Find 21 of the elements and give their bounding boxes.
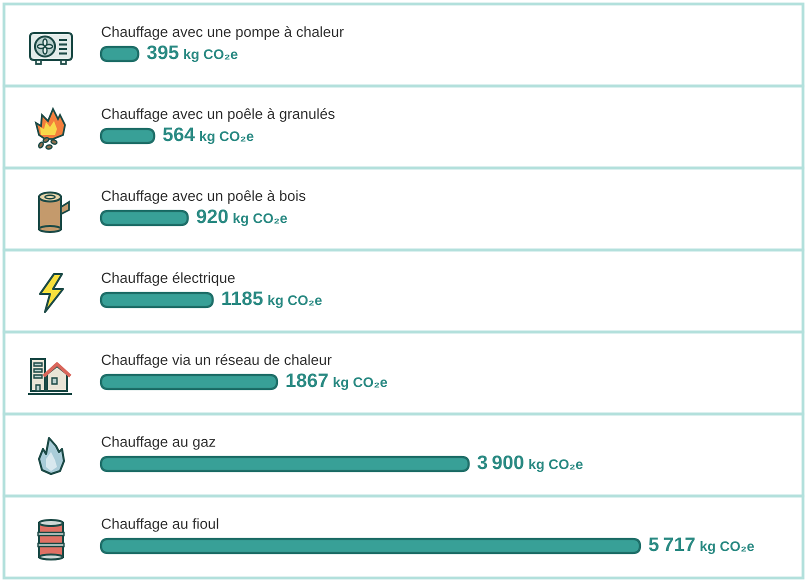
y-tick-label: Chauffage avec un poêle à bois bbox=[102, 190, 306, 204]
bar bbox=[100, 210, 189, 226]
bar bbox=[100, 128, 156, 144]
data-label: 5 717 kg CO₂e bbox=[648, 538, 754, 554]
data-label: 3 900 kg CO₂e bbox=[477, 455, 583, 472]
data-label: 1867 kg CO₂e bbox=[286, 373, 388, 390]
bar bbox=[100, 46, 140, 62]
y-tick-label: Chauffage au fioul bbox=[102, 518, 218, 532]
bar bbox=[100, 374, 278, 390]
data-label: 1185 kg CO₂e bbox=[222, 291, 322, 308]
data-label: 564 kg CO₂e bbox=[163, 127, 254, 144]
y-tick-label: Chauffage électrique bbox=[102, 272, 235, 286]
y-tick-label: Chauffage avec une pompe à chaleur bbox=[102, 26, 344, 40]
y-tick-label: Chauffage avec un poêle à granulés bbox=[102, 108, 335, 122]
bar bbox=[100, 292, 214, 308]
data-label: 920 kg CO₂e bbox=[196, 209, 287, 226]
bar bbox=[100, 538, 642, 554]
data-label: 395 kg CO₂e bbox=[147, 45, 238, 62]
bar bbox=[100, 456, 470, 472]
y-tick-label: Chauffage via un réseau de chaleur bbox=[102, 354, 332, 368]
y-tick-label: Chauffage au gaz bbox=[102, 436, 216, 450]
